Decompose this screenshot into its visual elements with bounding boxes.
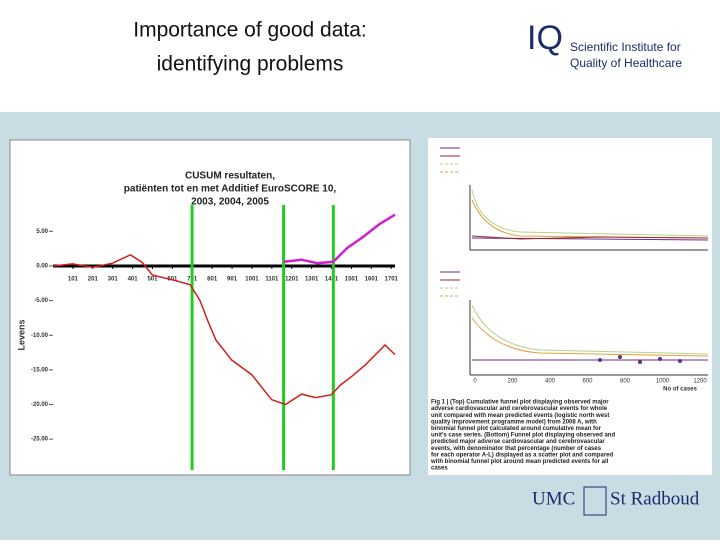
x-tick-label: 1701	[385, 277, 399, 283]
logo-text: Quality of Healthcare	[570, 56, 682, 70]
slide-title: Importance of good data:	[133, 19, 367, 42]
operator-point	[598, 358, 602, 362]
x-tick-label: 1000	[656, 379, 670, 385]
x-tick-label: 200	[507, 379, 518, 385]
x-tick-label: 1001	[245, 277, 259, 283]
y-tick-label: -15.00	[31, 367, 49, 373]
caption-line: Fig 1 | (Top) Cumulative funnel plot dis…	[431, 400, 609, 406]
x-tick-label: 1301	[305, 277, 319, 283]
footer-logo: UMC	[532, 488, 575, 509]
caption-line: for each operator A-L) displayed as a sc…	[431, 452, 613, 458]
caption-line: events, with denominator that percentage…	[431, 446, 602, 452]
logo-text: Scientific Institute for	[570, 40, 681, 54]
footer-logo: St Radboud	[610, 488, 700, 509]
operator-point	[618, 355, 622, 359]
caption-line: quality improvement programme model) fro…	[431, 419, 597, 425]
operator-point	[638, 360, 642, 364]
x-tick-label: 1501	[345, 277, 359, 283]
series-line	[283, 213, 396, 265]
x-tick-label: 600	[582, 379, 593, 385]
operator-point	[678, 359, 682, 363]
x-tick-label: 400	[545, 379, 556, 385]
x-tick-label: 1601	[365, 277, 379, 283]
funnel-limit	[471, 199, 709, 239]
x-tick-label: 201	[88, 277, 99, 283]
chart-frame	[9, 139, 411, 476]
funnel-plot-bottom: No of cases 0 200 400 600 800 1000 1200	[440, 271, 709, 393]
x-tick-label: 1101	[265, 277, 279, 283]
figure-frame	[428, 138, 712, 475]
y-tick-label: 5.00	[36, 229, 48, 235]
caption-line: binomial funnel plot calculated around c…	[431, 426, 602, 432]
caption-line: adverse cardiovascular and cerebrovascul…	[431, 406, 608, 412]
caption-line: unit compared with mean predicted events…	[431, 413, 609, 419]
chart-title: 2003, 2004, 2005	[191, 197, 269, 208]
cusum-chart: CUSUM resultaten, patiënten tot en met Ad…	[16, 171, 399, 470]
x-tick-label: 901	[227, 277, 238, 283]
caption-line: predicted major adverse cardiovascular a…	[431, 439, 605, 445]
x-tick-label: 101	[68, 277, 79, 283]
observed-line	[471, 235, 709, 240]
logo-mark: IQ	[527, 19, 563, 57]
x-tick-label: 501	[147, 277, 158, 283]
x-tick-label: 401	[128, 277, 139, 283]
legend-box	[430, 142, 710, 182]
x-tick-label: 1200	[693, 379, 707, 385]
caption-line: with binomial funnel plot around mean pr…	[430, 459, 609, 465]
x-tick-label: 1201	[285, 277, 299, 283]
y-tick-label: 0.00	[36, 264, 48, 270]
x-tick-label: 0	[473, 379, 477, 385]
x-tick-label: 801	[207, 277, 218, 283]
y-tick-label: -20.00	[31, 402, 49, 408]
slide-title: identifying problems	[157, 53, 344, 76]
figure-caption: Fig 1 | (Top) Cumulative funnel plot dis…	[430, 400, 615, 472]
y-tick-label: -10.00	[31, 333, 49, 339]
chart-title: patiënten tot en met Additief EuroSCORE …	[124, 184, 337, 195]
operator-point	[658, 357, 662, 361]
chart-title: CUSUM resultaten,	[185, 171, 275, 182]
y-tick-label: -5.00	[34, 298, 48, 304]
funnel-limit	[471, 317, 709, 357]
funnel-limit	[471, 304, 709, 355]
series-line	[52, 254, 396, 406]
funnel-limit	[471, 189, 709, 237]
caption-line: cases	[431, 466, 448, 472]
footer-crest	[583, 486, 607, 516]
x-tick-label: 800	[620, 379, 631, 385]
x-tick-label: 301	[108, 277, 119, 283]
y-tick-label: -25.00	[31, 437, 49, 443]
y-axis-label: Levens	[16, 319, 26, 350]
axis-label: No of cases	[663, 387, 697, 393]
funnel-plot-top	[430, 142, 710, 251]
caption-line: unit's case series. (Bottom) Funnel plot…	[431, 433, 615, 439]
